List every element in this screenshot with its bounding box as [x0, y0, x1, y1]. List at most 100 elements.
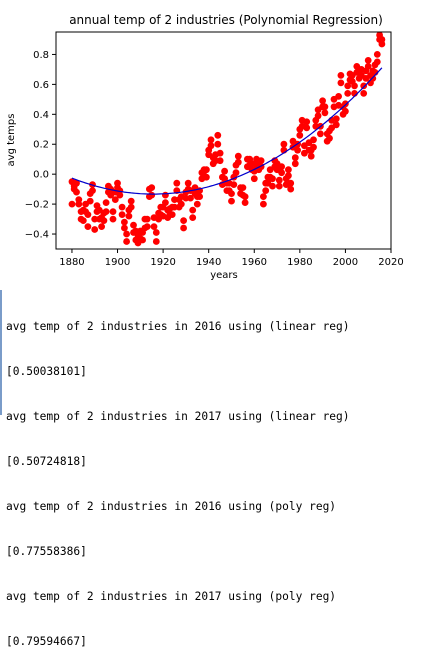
data-point — [187, 194, 194, 202]
data-point — [203, 166, 210, 174]
data-point — [121, 218, 128, 226]
data-point — [314, 106, 322, 114]
data-point — [177, 193, 185, 201]
data-point — [139, 236, 147, 244]
data-point — [91, 215, 99, 223]
data-point — [278, 169, 285, 177]
data-point — [173, 179, 181, 187]
data-point — [118, 211, 126, 219]
data-point — [125, 206, 133, 214]
data-point — [360, 82, 368, 90]
data-point — [307, 146, 315, 154]
data-point — [291, 154, 299, 162]
console-line: [0.50038101] — [6, 365, 87, 378]
data-point — [168, 203, 176, 211]
data-point — [371, 61, 379, 69]
data-point — [232, 161, 240, 169]
data-point — [123, 230, 130, 238]
console-output: avg temp of 2 industries in 2016 using (… — [6, 289, 430, 664]
data-point — [203, 173, 210, 181]
y-tick-label: 0.0 — [33, 170, 49, 181]
data-point — [150, 214, 158, 222]
data-point — [152, 238, 160, 245]
x-tick-label: 1980 — [287, 257, 312, 268]
data-point — [193, 193, 201, 201]
data-point — [285, 166, 292, 174]
x-tick-label: 1920 — [150, 257, 175, 268]
y-tick-label: 0.8 — [33, 50, 49, 61]
data-point — [79, 206, 87, 214]
data-point — [155, 209, 163, 217]
data-point — [362, 67, 370, 75]
console-line: avg temp of 2 industries in 2017 using (… — [6, 410, 350, 423]
data-point — [294, 146, 301, 154]
data-point — [168, 211, 176, 219]
data-point — [342, 100, 349, 108]
data-point — [228, 197, 235, 205]
data-point — [307, 152, 315, 160]
data-point — [84, 211, 92, 219]
data-point — [239, 184, 247, 192]
y-tick-label: 0.2 — [33, 140, 49, 151]
data-point — [143, 223, 151, 231]
data-point — [184, 179, 192, 187]
data-point — [207, 136, 215, 144]
data-point — [152, 229, 160, 236]
data-point — [162, 191, 169, 199]
data-point — [205, 146, 213, 154]
data-point — [364, 57, 372, 64]
data-point — [114, 179, 121, 187]
y-tick-label: 0.4 — [33, 110, 49, 121]
data-point — [102, 199, 110, 207]
data-point — [344, 82, 352, 90]
data-point — [189, 206, 197, 214]
x-axis-ticks: 1880 1900 1920 1940 1960 1980 2000 2020 — [59, 249, 404, 268]
data-point — [260, 200, 267, 208]
data-point — [278, 163, 285, 171]
data-point — [234, 152, 242, 160]
data-point — [109, 208, 117, 216]
data-point — [228, 190, 235, 198]
data-point — [326, 127, 333, 135]
y-tick-label: −0.2 — [25, 200, 49, 211]
data-point — [332, 121, 340, 129]
data-point — [369, 67, 377, 75]
polynomial-fit-curve — [71, 67, 383, 195]
data-point — [337, 72, 345, 79]
data-point — [248, 160, 256, 168]
console-line: avg temp of 2 industries in 2016 using (… — [6, 500, 337, 513]
data-point — [337, 79, 345, 87]
data-point — [303, 118, 311, 126]
x-tick-label: 1880 — [59, 257, 84, 268]
data-point — [275, 182, 283, 190]
data-point — [118, 203, 126, 211]
data-point — [321, 103, 329, 111]
data-point — [143, 215, 151, 223]
data-point — [221, 167, 229, 175]
x-tick-label: 1900 — [105, 257, 130, 268]
data-point — [180, 224, 188, 232]
data-point — [262, 187, 270, 195]
data-point — [296, 131, 304, 139]
console-line: [0.77558386] — [6, 545, 87, 558]
data-point — [257, 157, 265, 165]
data-point — [150, 223, 158, 231]
console-line: avg temp of 2 industries in 2016 using (… — [6, 320, 350, 333]
data-point — [250, 175, 258, 183]
x-tick-label: 1940 — [196, 257, 221, 268]
data-point — [121, 224, 128, 232]
data-point — [73, 179, 80, 187]
console-line: [0.50724818] — [6, 455, 87, 468]
data-point — [193, 200, 201, 208]
data-point — [75, 196, 83, 204]
data-point — [116, 187, 124, 195]
data-point — [91, 226, 99, 233]
scatter-points — [68, 31, 386, 247]
y-axis-label: avg temps — [6, 114, 17, 167]
data-point — [269, 175, 276, 183]
data-point — [123, 238, 130, 245]
data-point — [360, 90, 368, 97]
data-point — [241, 193, 249, 201]
data-point — [73, 188, 80, 196]
data-point — [216, 157, 224, 165]
